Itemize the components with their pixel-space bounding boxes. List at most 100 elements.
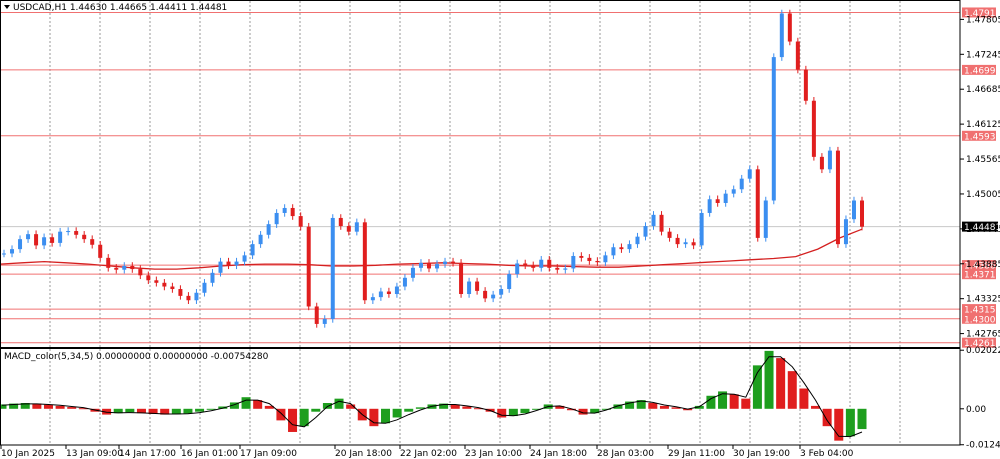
candle-body-52 — [418, 262, 423, 268]
time-tick-label: 30 Jan 19:00 — [733, 449, 790, 459]
time-tick-label: 10 Jan 2025 — [1, 449, 55, 459]
candle-body-22 — [178, 289, 183, 296]
level-tag-6: 1.43003 — [962, 313, 1000, 325]
macd-bar-40 — [462, 406, 472, 409]
current-price-tag-text: 1.44481 — [964, 223, 1000, 233]
candle-body-65 — [523, 263, 528, 266]
candle-body-15 — [122, 265, 127, 270]
macd-bar-68 — [787, 371, 797, 409]
macd-bar-22 — [253, 400, 263, 409]
macd-bar-27 — [311, 408, 321, 412]
level-tag-bg — [962, 304, 996, 315]
candle-body-25 — [202, 282, 207, 293]
macd-bar-14 — [160, 408, 170, 415]
symbol-ohlc-label: USDCAD,H1 1.44630 1.44665 1.44411 1.4448… — [13, 3, 227, 13]
candle-body-62 — [499, 289, 504, 295]
time-tick-label: 17 Jan 09:00 — [240, 449, 297, 459]
price-pane-border — [0, 0, 961, 348]
candle-body-27 — [218, 261, 223, 273]
candle-body-40 — [322, 318, 327, 324]
candle-body-80 — [643, 226, 648, 237]
macd-bar-24 — [276, 408, 286, 421]
candle-body-89 — [715, 199, 720, 203]
candle-body-26 — [210, 272, 215, 283]
candle-body-86 — [691, 242, 696, 246]
candle-body-70 — [563, 268, 568, 270]
candle-body-79 — [635, 236, 640, 245]
price-tick-label: 1.47805 — [966, 15, 1000, 25]
macd-bar-39 — [450, 404, 460, 409]
candle-body-77 — [619, 247, 624, 250]
macd-axis: 0.0202257 0.00 -0.0124114 — [960, 346, 1000, 451]
candle-body-9 — [74, 231, 79, 235]
candle-body-6 — [50, 237, 55, 243]
candle-body-45 — [362, 222, 367, 301]
chart-frame — [0, 0, 961, 446]
candle-body-56 — [451, 261, 456, 263]
candle-body-19 — [154, 280, 159, 283]
candle-body-69 — [555, 267, 560, 270]
moving-average-line — [0, 228, 863, 270]
candle-body-107 — [860, 200, 864, 227]
level-tag-2: 1.45938 — [962, 130, 1000, 142]
macd-bar-61 — [706, 395, 716, 409]
candle-body-81 — [651, 214, 656, 227]
candle-body-32 — [258, 234, 263, 245]
candle-body-63 — [507, 274, 512, 290]
candle-body-48 — [386, 291, 391, 295]
candle-body-55 — [443, 261, 448, 265]
candle-body-92 — [739, 178, 744, 190]
macd-bar-35 — [404, 408, 414, 412]
level-tag-text: 1.43158 — [964, 306, 1000, 316]
candle-body-71 — [571, 255, 576, 269]
candle-body-84 — [675, 237, 680, 245]
macd-bar-60 — [694, 405, 704, 409]
candle-body-16 — [130, 265, 135, 270]
macd-bar-74 — [857, 408, 867, 430]
current-price-tag: 1.44481 — [962, 221, 1000, 233]
candle-body-74 — [595, 260, 600, 263]
candle-body-2 — [18, 239, 23, 250]
candle-body-72 — [579, 255, 584, 258]
macd-bar-65 — [752, 365, 762, 409]
macd-bar-51 — [590, 408, 600, 414]
moving-average-path — [0, 228, 863, 270]
triangle-down-icon[interactable] — [4, 5, 10, 9]
macd-bar-66 — [764, 350, 774, 409]
candle-body-87 — [699, 212, 704, 246]
candle-body-1 — [10, 249, 15, 254]
candle-body-3 — [26, 234, 31, 240]
candle-body-83 — [667, 231, 672, 238]
macd-tick-label: 0.0202257 — [966, 346, 1000, 356]
candle-body-82 — [659, 214, 664, 232]
macd-bar-58 — [671, 407, 681, 409]
macd-bar-34 — [392, 408, 402, 418]
macd-bar-18 — [206, 408, 216, 410]
candle-body-20 — [162, 282, 167, 287]
candle-body-33 — [266, 224, 271, 235]
level-tag-text: 1.46995 — [964, 66, 1000, 76]
macd-bar-36 — [415, 407, 425, 409]
candle-body-7 — [58, 231, 63, 243]
level-tag-text: 1.47916 — [964, 9, 1000, 19]
time-tick-label: 20 Jan 18:00 — [335, 449, 392, 459]
symbol-header[interactable]: USDCAD,H1 1.44630 1.44665 1.44411 1.4448… — [4, 3, 227, 13]
level-tag-text: 1.42619 — [964, 339, 1000, 349]
level-tag-bg — [962, 64, 996, 75]
candle-body-66 — [531, 265, 536, 268]
macd-bar-71 — [822, 408, 832, 427]
macd-bar-44 — [508, 408, 518, 417]
candle-body-60 — [483, 290, 488, 299]
macd-bar-41 — [473, 408, 483, 410]
macd-bar-50 — [578, 408, 588, 415]
candle-body-96 — [771, 57, 776, 201]
time-tick-label: 23 Jan 10:00 — [465, 449, 522, 459]
candle-body-61 — [491, 294, 496, 299]
candle-body-47 — [378, 291, 383, 298]
candle-body-64 — [515, 263, 520, 275]
level-tag-bg — [962, 269, 996, 280]
level-tag-5: 1.43158 — [962, 304, 1000, 316]
candle-body-91 — [731, 189, 736, 194]
